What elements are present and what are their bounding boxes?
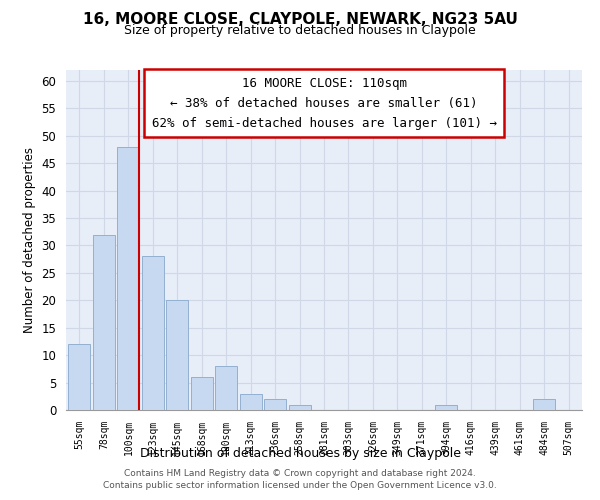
Bar [191,377,213,410]
Bar [142,256,164,410]
Bar [289,404,311,410]
Bar [264,399,286,410]
Text: Size of property relative to detached houses in Claypole: Size of property relative to detached ho… [124,24,476,37]
Bar [533,399,555,410]
Text: Distribution of detached houses by size in Claypole: Distribution of detached houses by size … [139,448,461,460]
Y-axis label: Number of detached properties: Number of detached properties [23,147,36,333]
Text: 16 MOORE CLOSE: 110sqm
← 38% of detached houses are smaller (61)
62% of semi-det: 16 MOORE CLOSE: 110sqm ← 38% of detached… [151,77,497,130]
Bar [215,366,237,410]
Bar [166,300,188,410]
Bar [93,234,115,410]
Bar [239,394,262,410]
Text: 16, MOORE CLOSE, CLAYPOLE, NEWARK, NG23 5AU: 16, MOORE CLOSE, CLAYPOLE, NEWARK, NG23 … [83,12,517,28]
Bar [68,344,91,410]
Bar [435,404,457,410]
Text: Contains HM Land Registry data © Crown copyright and database right 2024.
Contai: Contains HM Land Registry data © Crown c… [103,468,497,490]
Bar [118,147,139,410]
